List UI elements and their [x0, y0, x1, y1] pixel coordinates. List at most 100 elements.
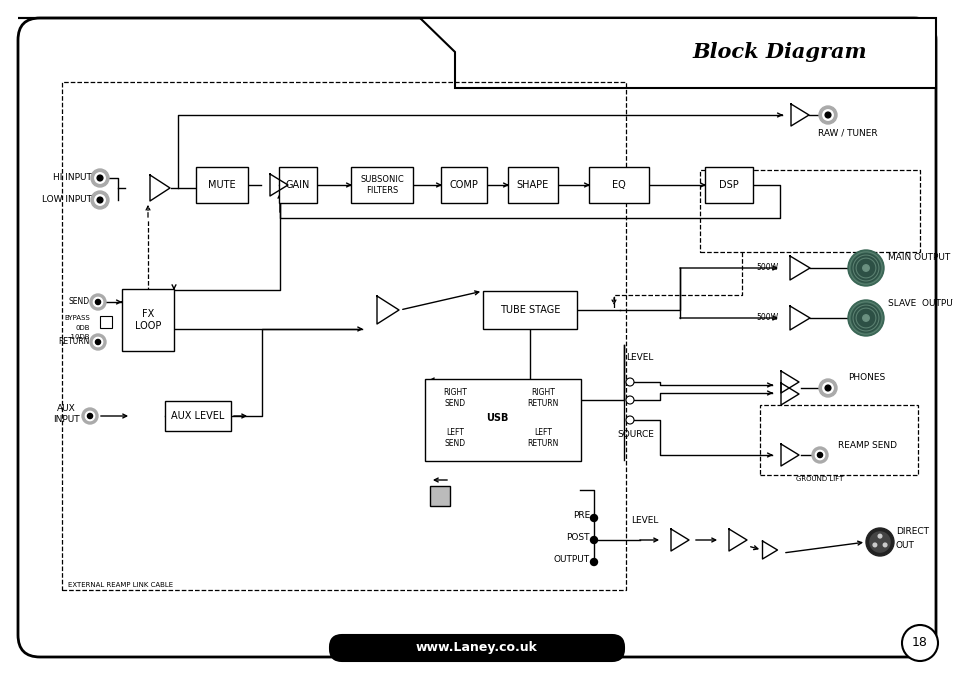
Circle shape — [97, 197, 103, 203]
Polygon shape — [18, 18, 935, 88]
Text: BYPASS: BYPASS — [64, 315, 90, 321]
Text: DIRECT: DIRECT — [895, 527, 928, 537]
FancyBboxPatch shape — [330, 635, 623, 661]
Circle shape — [818, 106, 836, 124]
Circle shape — [901, 625, 937, 661]
Circle shape — [93, 338, 103, 347]
Text: DSP: DSP — [719, 180, 739, 190]
FancyBboxPatch shape — [278, 167, 316, 203]
Text: EQ: EQ — [612, 180, 625, 190]
Text: RETURN: RETURN — [58, 338, 90, 346]
Circle shape — [815, 450, 823, 460]
Text: EXTERNAL REAMP LINK CABLE: EXTERNAL REAMP LINK CABLE — [68, 582, 172, 588]
Text: 500W: 500W — [755, 313, 778, 323]
Text: 18: 18 — [911, 637, 927, 649]
Circle shape — [590, 514, 597, 522]
Text: OUTPUT: OUTPUT — [554, 556, 589, 564]
Circle shape — [97, 175, 103, 181]
Circle shape — [91, 169, 109, 187]
Circle shape — [869, 532, 889, 552]
Circle shape — [91, 191, 109, 209]
Circle shape — [821, 110, 832, 120]
Circle shape — [94, 195, 105, 205]
Text: SEND: SEND — [69, 298, 90, 306]
Text: MAIN OUTPUT: MAIN OUTPUT — [887, 254, 949, 263]
Circle shape — [865, 528, 893, 556]
Text: SOURCE: SOURCE — [617, 430, 654, 439]
FancyBboxPatch shape — [704, 167, 752, 203]
Text: LEVEL: LEVEL — [626, 353, 653, 362]
Text: HI INPUT: HI INPUT — [53, 173, 91, 182]
Text: AUX
INPUT: AUX INPUT — [53, 404, 80, 424]
Text: SUBSONIC
FILTERS: SUBSONIC FILTERS — [359, 176, 403, 194]
FancyBboxPatch shape — [440, 167, 486, 203]
Circle shape — [625, 378, 634, 386]
FancyBboxPatch shape — [482, 291, 577, 329]
FancyBboxPatch shape — [351, 167, 413, 203]
Circle shape — [625, 416, 634, 424]
FancyBboxPatch shape — [18, 18, 935, 657]
Circle shape — [625, 396, 634, 404]
Text: LEVEL: LEVEL — [631, 516, 658, 525]
Text: LEFT
SEND: LEFT SEND — [444, 429, 465, 448]
Text: OUT: OUT — [895, 541, 914, 551]
FancyBboxPatch shape — [507, 167, 558, 203]
Circle shape — [94, 173, 105, 183]
Circle shape — [590, 537, 597, 543]
Text: FX
LOOP: FX LOOP — [134, 309, 161, 331]
FancyBboxPatch shape — [424, 379, 580, 461]
Circle shape — [82, 408, 98, 424]
Circle shape — [95, 340, 100, 344]
Circle shape — [821, 383, 832, 394]
Circle shape — [590, 558, 597, 566]
Text: 0DB: 0DB — [75, 325, 90, 331]
Text: MUTE: MUTE — [208, 180, 235, 190]
Text: LEFT
RETURN: LEFT RETURN — [527, 429, 558, 448]
Circle shape — [872, 543, 876, 547]
Text: www.Laney.co.uk: www.Laney.co.uk — [416, 641, 537, 655]
FancyBboxPatch shape — [100, 316, 112, 328]
Circle shape — [862, 315, 868, 321]
Text: AUX LEVEL: AUX LEVEL — [172, 411, 225, 421]
FancyBboxPatch shape — [122, 289, 173, 351]
Text: SHAPE: SHAPE — [517, 180, 549, 190]
Text: COMP: COMP — [449, 180, 478, 190]
Circle shape — [817, 452, 821, 458]
Text: POST: POST — [566, 533, 589, 543]
FancyBboxPatch shape — [430, 486, 450, 506]
Circle shape — [90, 294, 106, 310]
Text: -10DB: -10DB — [69, 334, 90, 340]
Text: 500W: 500W — [755, 263, 778, 273]
Circle shape — [824, 112, 830, 118]
Text: PRE: PRE — [572, 512, 589, 520]
Text: SLAVE  OUTPUT: SLAVE OUTPUT — [887, 299, 953, 308]
Text: LOW INPUT: LOW INPUT — [42, 196, 91, 205]
Text: REAMP SEND: REAMP SEND — [837, 441, 896, 450]
Circle shape — [851, 254, 879, 282]
Circle shape — [93, 298, 103, 306]
Circle shape — [847, 250, 883, 286]
Circle shape — [824, 385, 830, 391]
Text: RIGHT
RETURN: RIGHT RETURN — [527, 388, 558, 408]
Circle shape — [882, 543, 886, 547]
Circle shape — [878, 535, 881, 538]
Text: GROUND LIFT: GROUND LIFT — [796, 476, 842, 482]
Text: RAW / TUNER: RAW / TUNER — [818, 128, 877, 137]
Text: USB: USB — [485, 413, 508, 423]
Circle shape — [851, 304, 879, 332]
Circle shape — [818, 379, 836, 397]
Text: TUBE STAGE: TUBE STAGE — [499, 305, 559, 315]
Circle shape — [95, 300, 100, 304]
Circle shape — [847, 300, 883, 336]
FancyBboxPatch shape — [195, 167, 248, 203]
Circle shape — [862, 265, 868, 271]
Circle shape — [811, 447, 827, 463]
Text: Block Diagram: Block Diagram — [692, 42, 866, 62]
Circle shape — [85, 411, 94, 421]
Text: GAIN: GAIN — [286, 180, 310, 190]
FancyBboxPatch shape — [165, 401, 231, 431]
Text: RIGHT
SEND: RIGHT SEND — [442, 388, 466, 408]
Circle shape — [90, 334, 106, 350]
Circle shape — [88, 414, 92, 418]
Text: PHONES: PHONES — [847, 373, 884, 383]
